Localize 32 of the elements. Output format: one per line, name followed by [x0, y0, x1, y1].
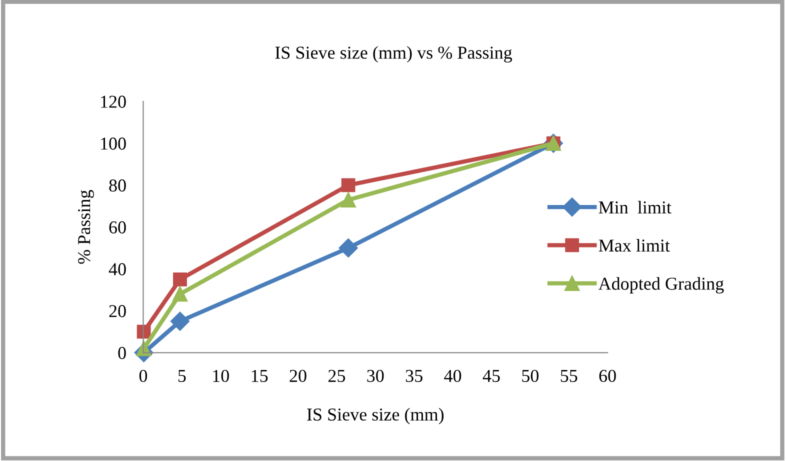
point	[170, 312, 190, 331]
x-tick-label: 55	[560, 370, 578, 382]
point	[338, 238, 358, 258]
x-tick-label: 5	[178, 370, 186, 382]
x-tick-label: 20	[290, 370, 306, 382]
point	[340, 192, 356, 208]
y-tick-label: 20	[109, 305, 126, 318]
legend-label: Adopted Grading	[598, 277, 724, 294]
point	[173, 272, 187, 286]
chart-title: IS Sieve size (mm) vs % Passing	[275, 46, 512, 63]
x-tick-label: 45	[482, 370, 500, 382]
x-tick-label: 35	[406, 370, 422, 382]
legend-label: Min limit	[598, 200, 672, 214]
y-tick-label: 40	[108, 263, 126, 276]
x-tick-label: 30	[367, 370, 384, 382]
x-tick-label: 15	[252, 370, 268, 382]
x-tick-label: 25	[328, 370, 346, 382]
x-tick-label: 10	[213, 370, 229, 382]
x-axis-title: IS Sieve size (mm)	[307, 408, 444, 424]
point	[341, 178, 356, 192]
x-tick-label: 50	[522, 370, 539, 382]
x-tick-label: 0	[139, 370, 148, 382]
point	[172, 286, 188, 302]
y-tick-label: 100	[101, 138, 126, 150]
y-tick-label: 0	[118, 346, 126, 360]
x-tick-label: 40	[444, 370, 462, 382]
y-tick-label: 80	[109, 179, 126, 192]
y-tick-label: 60	[109, 221, 126, 234]
x-tick-label: 60	[599, 370, 616, 382]
legend-label: Max limit	[598, 238, 670, 252]
y-axis-title: % Passing	[78, 190, 94, 264]
y-tick-label: 120	[101, 96, 126, 108]
